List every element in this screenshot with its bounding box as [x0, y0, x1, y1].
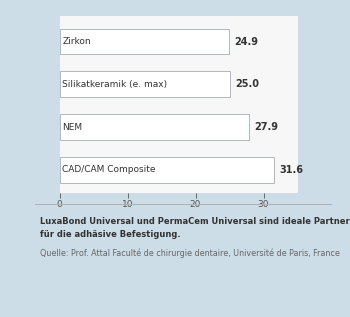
Text: NEM: NEM: [62, 123, 82, 132]
FancyBboxPatch shape: [60, 29, 229, 54]
Text: CAD/CAM Composite: CAD/CAM Composite: [62, 165, 156, 174]
Text: 25.0: 25.0: [235, 79, 259, 89]
Text: LuxaBond Universal und PermaCem Universal sind ideale Partner
für die adhäsive B: LuxaBond Universal und PermaCem Universa…: [40, 217, 350, 239]
FancyBboxPatch shape: [60, 114, 249, 140]
Text: 27.9: 27.9: [255, 122, 279, 132]
Text: 31.6: 31.6: [280, 165, 304, 175]
Text: 24.9: 24.9: [234, 36, 258, 47]
FancyBboxPatch shape: [60, 157, 274, 183]
Text: Zirkon: Zirkon: [62, 37, 91, 46]
Text: Silikatkeramik (e. max): Silikatkeramik (e. max): [62, 80, 167, 89]
Text: Quelle: Prof. Attal Faculté de chirurgie dentaire, Université de Paris, France: Quelle: Prof. Attal Faculté de chirurgie…: [40, 249, 340, 258]
FancyBboxPatch shape: [60, 71, 230, 97]
